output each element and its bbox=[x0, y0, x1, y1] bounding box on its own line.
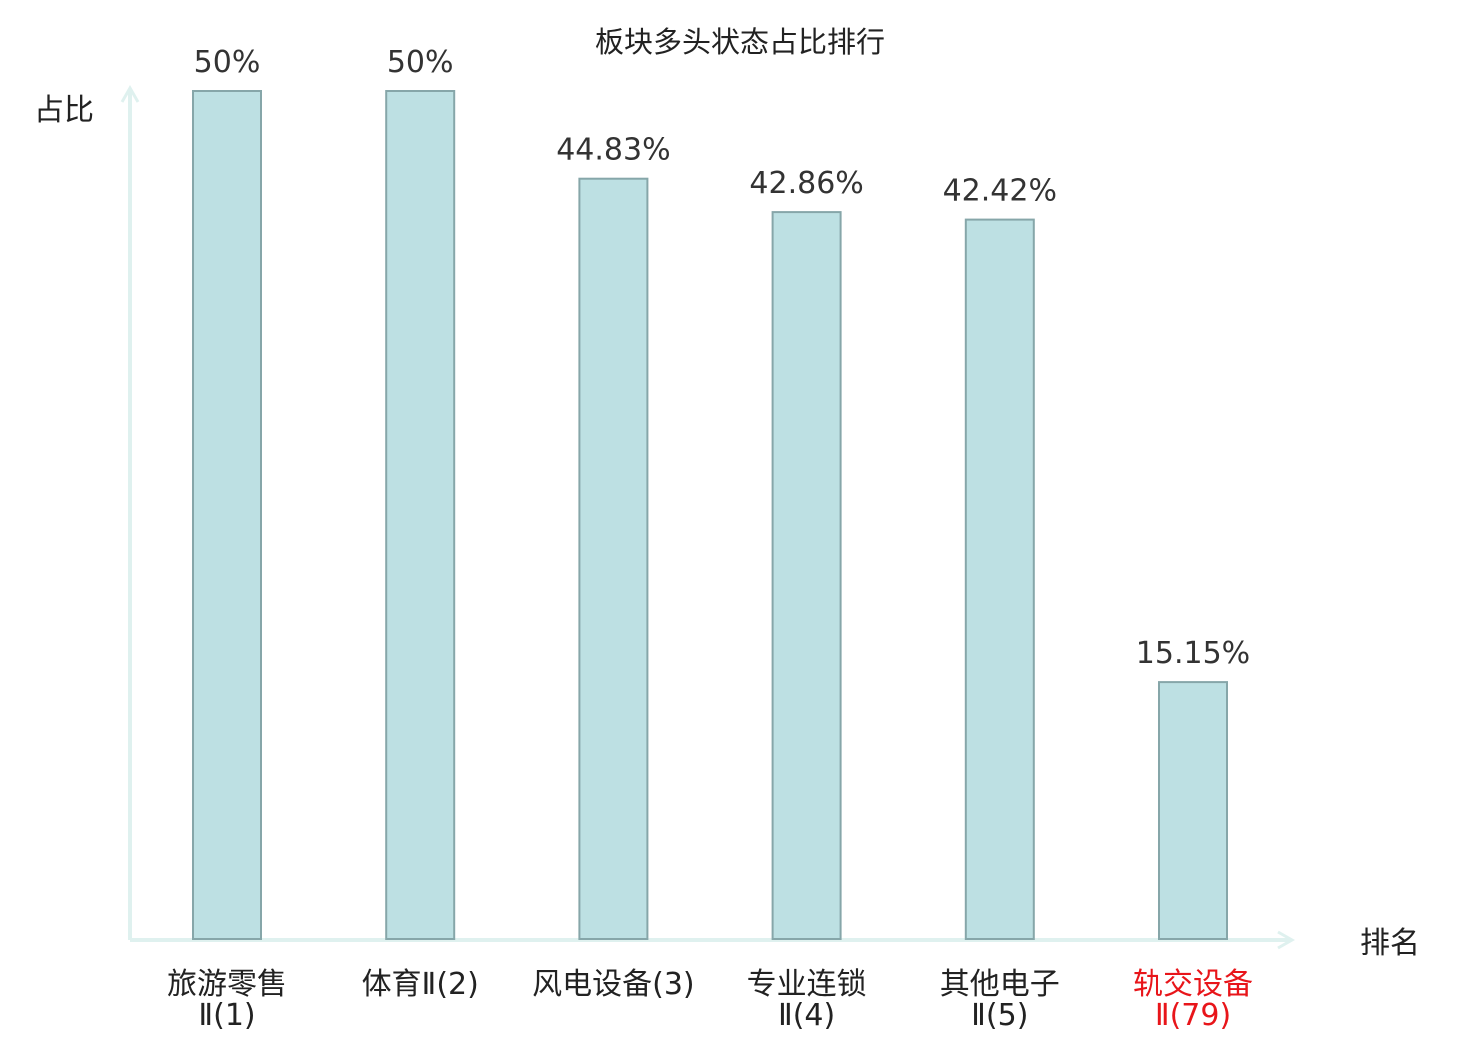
category-sublabel-4: Ⅱ(4) bbox=[778, 998, 835, 1033]
bar-2 bbox=[385, 90, 456, 940]
category-label-6: 轨交设备 bbox=[1133, 967, 1253, 1002]
data-label-1: 50% bbox=[194, 45, 261, 80]
bar-1 bbox=[192, 90, 262, 940]
category-label-1: 旅游零售 bbox=[167, 967, 287, 1002]
category-sublabel-1: Ⅱ(1) bbox=[198, 998, 255, 1033]
bar-3 bbox=[578, 177, 649, 940]
bar-5 bbox=[964, 218, 1035, 941]
y-axis-label: 占比 bbox=[34, 93, 94, 128]
category-label-4: 专业连锁 bbox=[747, 967, 867, 1002]
bars-layer bbox=[192, 90, 1228, 941]
category-sublabel-6: Ⅱ(79) bbox=[1155, 998, 1231, 1033]
chart-title: 板块多头状态占比排行 bbox=[595, 25, 885, 59]
data-label-6: 15.15% bbox=[1136, 636, 1250, 671]
data-label-4: 42.86% bbox=[749, 166, 863, 201]
data-label-2: 50% bbox=[387, 45, 454, 80]
x-axis-label: 排名 bbox=[1360, 926, 1420, 961]
data-label-5: 42.42% bbox=[943, 174, 1057, 209]
bar-6 bbox=[1158, 681, 1228, 940]
category-sublabel-5: Ⅱ(5) bbox=[971, 998, 1028, 1033]
bar-4 bbox=[771, 211, 842, 941]
data-label-3: 44.83% bbox=[556, 133, 670, 168]
category-label-5: 其他电子 bbox=[940, 967, 1060, 1002]
labels-layer: 50% 50% 44.83% 42.86% 42.42% 15.15% bbox=[194, 45, 1251, 671]
category-label-2: 体育Ⅱ(2) bbox=[362, 967, 479, 1002]
category-label-3: 风电设备(3) bbox=[532, 967, 695, 1002]
